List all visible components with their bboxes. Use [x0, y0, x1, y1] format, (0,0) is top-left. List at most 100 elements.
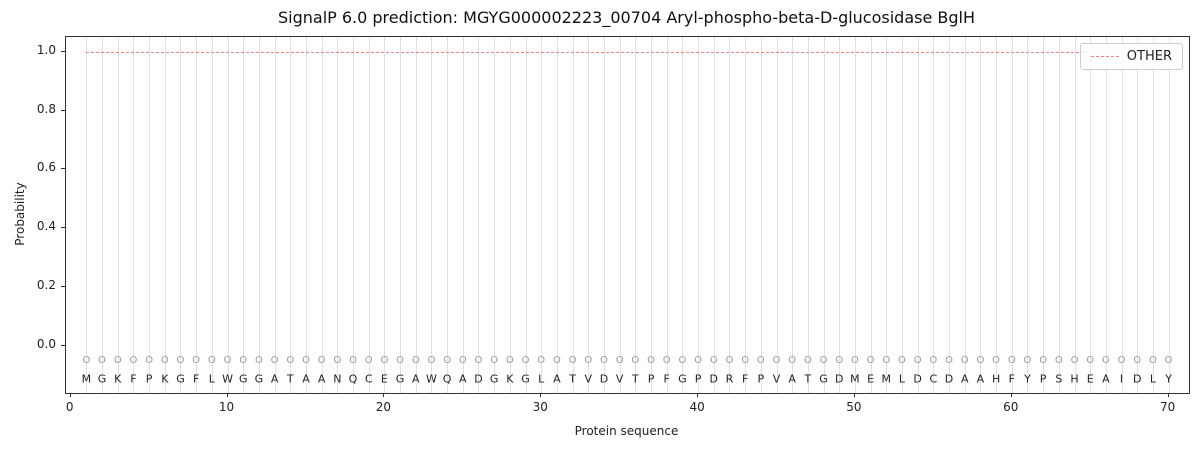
gridline	[854, 37, 856, 393]
legend-label-other: OTHER	[1126, 49, 1172, 64]
y-tick	[61, 286, 65, 288]
gridline	[729, 37, 731, 393]
prediction-marker: O	[207, 354, 216, 366]
gridline	[917, 37, 919, 393]
x-tick	[853, 393, 855, 397]
gridline	[321, 37, 323, 393]
prediction-marker: O	[709, 354, 718, 366]
prediction-marker: O	[631, 354, 640, 366]
gridline	[1058, 37, 1060, 393]
y-axis-label: Probability	[13, 182, 27, 246]
legend: OTHER	[1079, 43, 1183, 70]
prediction-marker: O	[349, 354, 357, 366]
prediction-marker: O	[82, 354, 91, 366]
prediction-marker: O	[662, 354, 671, 366]
sequence-letter: N	[333, 372, 342, 386]
prediction-marker: O	[694, 354, 703, 366]
prediction-marker: O	[647, 354, 655, 366]
sequence-letter: D	[944, 372, 954, 386]
sequence-letter: K	[161, 372, 169, 386]
y-tick-label: 0.6	[36, 160, 56, 175]
x-tick	[69, 393, 71, 397]
prediction-marker: O	[913, 354, 922, 366]
prediction-marker: O	[772, 354, 781, 366]
sequence-letter: C	[364, 372, 373, 386]
x-tick-label: 50	[846, 400, 862, 414]
sequence-letter: A	[411, 372, 420, 386]
sequence-letter: A	[459, 372, 467, 386]
sequence-letter: V	[615, 372, 624, 386]
sequence-letter: F	[130, 372, 137, 386]
gridline	[353, 37, 355, 393]
sequence-letter: W	[222, 372, 233, 386]
gridline	[1027, 37, 1029, 393]
prediction-marker: O	[678, 354, 687, 366]
gridline	[619, 37, 621, 393]
gridline	[682, 37, 684, 393]
gridline	[290, 37, 292, 393]
sequence-letter: M	[850, 372, 860, 386]
sequence-letter: A	[976, 372, 985, 386]
x-tick-label: 70	[1159, 400, 1176, 414]
prediction-marker: O	[160, 354, 169, 366]
sequence-letter: H	[991, 372, 1001, 386]
y-tick-label: 0.2	[36, 278, 56, 293]
sequence-letter: I	[1119, 372, 1124, 386]
prediction-marker: O	[819, 354, 828, 366]
prediction-marker: O	[1054, 354, 1063, 366]
prediction-marker: O	[866, 354, 875, 366]
sequence-letter: M	[81, 372, 92, 386]
sequence-letter: L	[898, 372, 906, 386]
sequence-letter: Y	[1024, 372, 1031, 386]
gridline	[337, 37, 339, 393]
prediction-marker: O	[1133, 354, 1142, 366]
gridline	[1152, 37, 1154, 393]
gridline	[305, 37, 307, 393]
gridline	[1137, 37, 1139, 393]
prediction-marker: O	[239, 354, 248, 366]
sequence-letter: L	[208, 372, 215, 386]
sequence-letter: A	[553, 372, 561, 386]
gridline	[745, 37, 747, 393]
prediction-marker: O	[1070, 354, 1079, 366]
prediction-marker: O	[1086, 354, 1095, 366]
legend-dashed-line-sample	[1090, 56, 1119, 57]
gridline	[1105, 37, 1107, 393]
prediction-marker: O	[521, 354, 530, 366]
sequence-letter: F	[1008, 372, 1015, 386]
gridline	[886, 37, 888, 393]
sequence-letter: P	[757, 372, 765, 386]
gridline	[274, 37, 276, 393]
sequence-letter: K	[114, 372, 122, 386]
gridline	[996, 37, 998, 393]
sequence-letter: T	[286, 372, 294, 386]
prediction-marker: O	[882, 354, 891, 366]
gridline	[415, 37, 417, 393]
sequence-letter: A	[788, 372, 796, 386]
gridline	[196, 37, 198, 393]
sequence-letter: G	[678, 372, 687, 386]
gridline	[180, 37, 182, 393]
sequence-letter: R	[725, 372, 734, 386]
gridline	[870, 37, 872, 393]
prediction-marker: O	[788, 354, 797, 366]
x-tick	[226, 393, 228, 397]
prediction-marker: O	[725, 354, 734, 366]
sequence-letter: A	[317, 372, 326, 386]
prediction-marker: O	[741, 354, 750, 366]
sequence-letter: P	[694, 372, 702, 386]
x-tick-label: 30	[532, 400, 548, 414]
sequence-letter: Q	[442, 372, 452, 386]
prediction-marker: O	[458, 354, 467, 366]
prediction-marker: O	[552, 354, 561, 366]
prediction-marker: O	[505, 354, 514, 366]
gridline	[384, 37, 386, 393]
y-tick	[61, 109, 65, 111]
gridline	[807, 37, 809, 393]
prediction-marker: O	[364, 354, 373, 366]
sequence-letter: H	[1070, 372, 1079, 386]
prediction-marker: O	[286, 354, 295, 366]
sequence-letter: P	[145, 372, 153, 386]
x-tick-label: 60	[1003, 400, 1019, 414]
x-tick	[1010, 393, 1012, 397]
